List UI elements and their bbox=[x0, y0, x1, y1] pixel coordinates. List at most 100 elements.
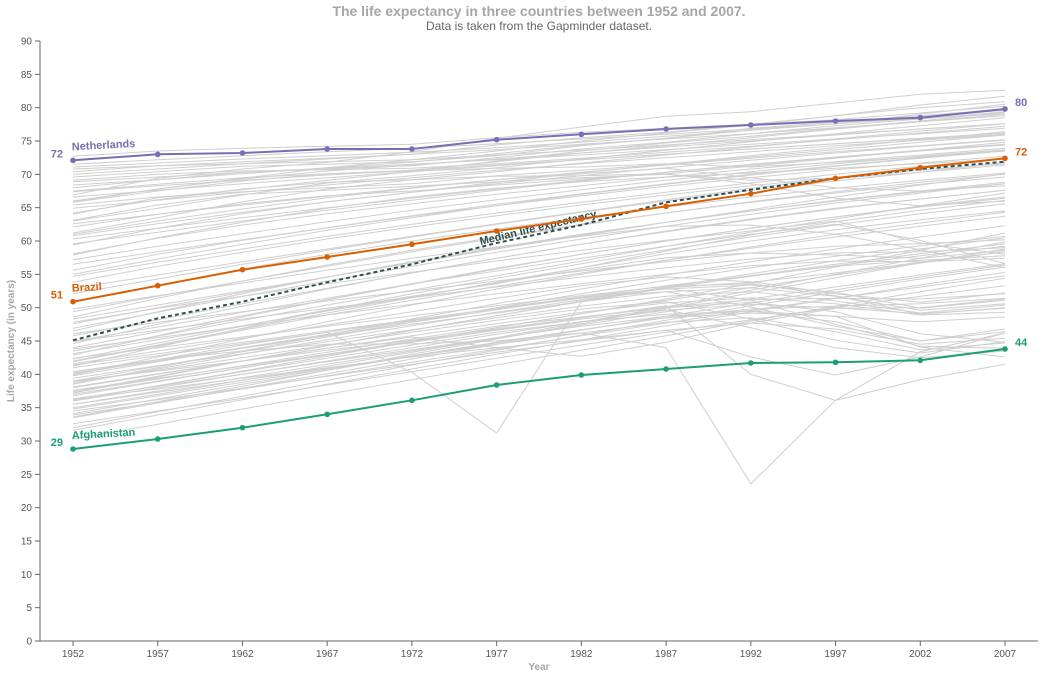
background-country-line bbox=[72, 134, 1006, 206]
background-country-line bbox=[72, 283, 1006, 359]
data-point-afghanistan bbox=[832, 359, 839, 366]
x-tick-label: 1957 bbox=[147, 649, 170, 660]
background-country-line bbox=[72, 215, 1006, 363]
y-tick-label: 70 bbox=[21, 170, 33, 181]
data-point-netherlands bbox=[239, 150, 246, 156]
data-point-afghanistan bbox=[493, 382, 500, 388]
background-country-line bbox=[72, 284, 1006, 366]
background-country-line bbox=[72, 173, 1006, 320]
x-tick-label: 2007 bbox=[994, 649, 1017, 660]
background-country-line bbox=[72, 220, 1006, 323]
background-country-line bbox=[72, 287, 1006, 377]
background-country-line bbox=[72, 310, 1006, 401]
series-line-brazil bbox=[72, 157, 1006, 303]
background-country-line bbox=[72, 123, 1006, 202]
background-country-line bbox=[72, 123, 1006, 170]
y-tick-label: 15 bbox=[21, 537, 33, 548]
x-tick-label: 1992 bbox=[740, 649, 763, 660]
data-point-afghanistan bbox=[748, 360, 754, 366]
background-country-line bbox=[72, 301, 1006, 383]
data-point-netherlands bbox=[917, 114, 924, 121]
y-axis: 0 5 10 15 20 25 30 35 40 45 50 55 60 65 70 75 80 85 90 bbox=[21, 37, 41, 648]
data-point-afghanistan bbox=[1002, 346, 1008, 352]
y-tick-label: 85 bbox=[21, 70, 33, 81]
background-country-line bbox=[72, 291, 1006, 379]
y-tick-label: 90 bbox=[21, 37, 33, 48]
x-tick-label: 1977 bbox=[486, 649, 509, 660]
y-tick-label: 25 bbox=[21, 470, 33, 481]
x-tick-label: 1972 bbox=[401, 649, 424, 660]
background-country-line bbox=[72, 305, 1006, 401]
data-point-netherlands bbox=[409, 146, 415, 152]
data-point-netherlands bbox=[578, 131, 585, 138]
background-country-line bbox=[72, 150, 1006, 203]
background-country-line bbox=[72, 155, 1006, 271]
background-country-line bbox=[72, 192, 1006, 352]
background-country-line bbox=[72, 245, 1006, 385]
data-point-brazil bbox=[1002, 155, 1008, 162]
data-point-brazil bbox=[70, 298, 76, 305]
background-country-line bbox=[72, 247, 1006, 343]
background-country-line bbox=[72, 158, 1006, 256]
highlighted-series: Netherlands 72 80 Brazil 51 72 Afghanistan 29 44 bbox=[51, 97, 1028, 452]
chart-title: The life expectancy in three countries b… bbox=[332, 3, 745, 19]
y-tick-label: 0 bbox=[26, 637, 32, 648]
background-country-line bbox=[72, 105, 1006, 157]
background-country-line bbox=[72, 115, 1006, 175]
y-tick-label: 10 bbox=[21, 570, 33, 581]
background-country-line bbox=[72, 143, 1006, 245]
data-point-brazil bbox=[409, 241, 415, 248]
background-country-line bbox=[72, 149, 1006, 261]
background-country-line bbox=[72, 271, 1006, 431]
background-country-line bbox=[72, 248, 1006, 418]
series-name-brazil: Brazil bbox=[72, 281, 103, 295]
data-point-netherlands bbox=[1002, 106, 1008, 112]
series-line-netherlands bbox=[72, 108, 1006, 162]
background-country-lines bbox=[72, 89, 1006, 485]
x-tick-label: 1982 bbox=[570, 649, 593, 660]
end-value-netherlands: 80 bbox=[1015, 97, 1027, 109]
start-value-brazil: 51 bbox=[51, 290, 63, 302]
data-point-afghanistan bbox=[70, 446, 76, 452]
background-country-line bbox=[72, 109, 1006, 168]
y-tick-label: 65 bbox=[21, 203, 33, 214]
background-country-line bbox=[72, 101, 1006, 203]
x-tick-label: 1987 bbox=[655, 649, 678, 660]
data-point-netherlands bbox=[748, 122, 754, 128]
y-tick-label: 60 bbox=[21, 237, 33, 248]
background-country-line bbox=[72, 317, 1006, 405]
x-tick-label: 1997 bbox=[824, 649, 847, 660]
data-point-brazil bbox=[578, 216, 585, 222]
background-country-line bbox=[72, 167, 1006, 235]
data-point-afghanistan bbox=[239, 424, 246, 431]
background-country-line bbox=[72, 210, 1006, 362]
x-tick-label: 2002 bbox=[909, 649, 932, 660]
background-country-line bbox=[72, 189, 1006, 337]
data-point-brazil bbox=[154, 282, 161, 289]
data-point-netherlands bbox=[324, 146, 330, 152]
chart-subtitle: Data is taken from the Gapminder dataset… bbox=[426, 19, 652, 33]
data-point-afghanistan bbox=[154, 436, 161, 442]
background-country-line bbox=[72, 149, 1006, 265]
data-point-brazil bbox=[748, 190, 754, 197]
background-country-line bbox=[72, 251, 1006, 434]
data-point-netherlands bbox=[832, 118, 839, 124]
y-tick-label: 55 bbox=[21, 270, 33, 281]
start-value-afghanistan: 29 bbox=[51, 437, 63, 449]
y-tick-label: 35 bbox=[21, 403, 33, 414]
end-value-brazil: 72 bbox=[1015, 146, 1027, 158]
data-point-brazil bbox=[239, 266, 246, 273]
x-tick-label: 1952 bbox=[62, 649, 85, 660]
end-value-afghanistan: 44 bbox=[1015, 337, 1028, 349]
background-country-line bbox=[72, 173, 1006, 313]
y-axis-title: Life expectancy (in years) bbox=[6, 280, 17, 402]
x-tick-label: 1967 bbox=[316, 649, 339, 660]
background-country-line bbox=[72, 131, 1006, 246]
series-name-netherlands: Netherlands bbox=[72, 138, 136, 153]
x-tick-label: 1962 bbox=[231, 649, 254, 660]
background-country-line bbox=[72, 164, 1006, 295]
data-point-netherlands bbox=[493, 136, 500, 143]
background-country-line bbox=[72, 332, 1006, 485]
data-point-netherlands bbox=[70, 157, 76, 164]
y-tick-label: 45 bbox=[21, 337, 33, 348]
